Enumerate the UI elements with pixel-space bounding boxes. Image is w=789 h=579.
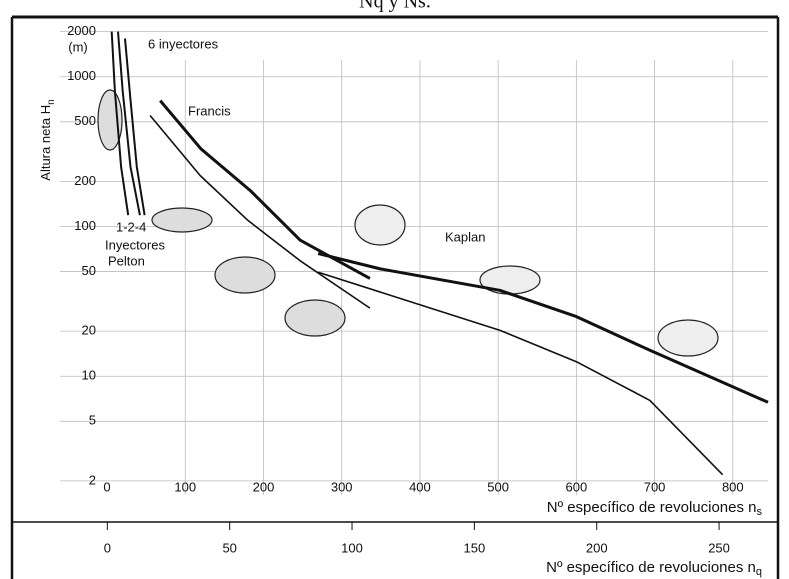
y-tick-label: 100 — [74, 218, 96, 233]
y-axis-label: Altura neta Hn — [38, 99, 56, 180]
y-tick-label: 2 — [89, 472, 96, 487]
boundary-line — [117, 31, 141, 216]
boundary-line — [317, 252, 769, 404]
x-tick-label: 0 — [103, 479, 110, 494]
x-tick-label: 700 — [644, 479, 666, 494]
y-tick-label: 5 — [89, 413, 96, 428]
x2-axis-label-sub: q — [756, 566, 762, 578]
annotation: Kaplan — [445, 229, 485, 244]
boundary-line — [110, 31, 130, 216]
x-tick-label: 400 — [409, 479, 431, 494]
annotation: 1-2-4 — [116, 219, 146, 234]
chart-title: Nq y Ns. — [359, 0, 431, 13]
kaplan-runner — [354, 204, 406, 246]
y-tick-label: 200 — [74, 173, 96, 188]
francis-runner — [151, 207, 213, 233]
annotation: Inyectores — [105, 237, 165, 252]
x2-tick-label: 200 — [586, 540, 608, 555]
y-axis-label-text: Altura neta H — [38, 105, 53, 181]
x-tick-label: 800 — [722, 479, 744, 494]
y-tick-label: 50 — [82, 263, 96, 278]
francis-runner — [214, 256, 276, 294]
x-axis-label-sub: s — [757, 506, 763, 518]
x-tick-label: 200 — [253, 479, 275, 494]
y-axis-label-sub: n — [46, 99, 57, 105]
boundary-line — [159, 99, 371, 280]
y-tick-label: 500 — [74, 113, 96, 128]
y-tick-label: 1000 — [67, 68, 96, 83]
x2-axis-label: Nº específico de revoluciones nq — [546, 559, 762, 578]
x-axis-label-text: Nº específico de revoluciones n — [547, 499, 757, 516]
x2-tick-label: 50 — [222, 540, 236, 555]
y-tick-label: 20 — [82, 323, 96, 338]
y-tick-label: 10 — [82, 368, 96, 383]
annotation: 6 inyectores — [148, 36, 219, 51]
annotation: Francis — [188, 103, 231, 118]
x-tick-label: 100 — [174, 479, 196, 494]
y-unit: (m) — [68, 39, 88, 54]
kaplan-runner — [657, 319, 719, 357]
x-tick-label: 600 — [566, 479, 588, 494]
annotation: Pelton — [108, 253, 145, 268]
x-axis-label: Nº específico de revoluciones ns — [547, 499, 763, 518]
x2-axis-label-text: Nº específico de revoluciones n — [546, 559, 756, 576]
boundary-line — [124, 38, 146, 216]
boundary-line — [149, 114, 371, 309]
boundary-line — [317, 271, 724, 476]
x2-tick-label: 0 — [104, 540, 111, 555]
francis-runner — [284, 299, 346, 337]
x-tick-label: 500 — [487, 479, 509, 494]
x-tick-label: 300 — [331, 479, 353, 494]
y-tick-label: 2000 — [67, 23, 96, 38]
x2-tick-label: 250 — [708, 540, 730, 555]
x2-tick-label: 150 — [464, 540, 486, 555]
x2-tick-label: 100 — [341, 540, 363, 555]
